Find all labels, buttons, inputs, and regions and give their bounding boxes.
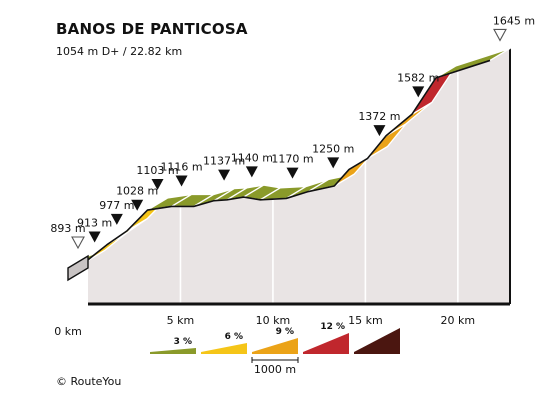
distance-tick-label: 10 km: [256, 314, 291, 327]
elevation-label: 1140 m: [231, 151, 273, 164]
elevation-label: 1103 m: [136, 164, 178, 177]
elevation-marker-icon: [245, 166, 258, 178]
distance-tick-label: 0 km: [54, 325, 82, 338]
grade-legend-swatch: [303, 333, 349, 354]
elevation-label: 1116 m: [160, 160, 202, 173]
summit-marker-icon: [493, 28, 507, 42]
elevation-marker-icon: [131, 199, 144, 211]
elevation-label: 1250 m: [312, 142, 354, 155]
grade-legend-swatch: [354, 328, 400, 354]
grade-legend: 3 % 6 % 9 % 12 % 1000 m: [150, 322, 400, 376]
profile-side-face: [88, 48, 510, 305]
profile-front-edge: [67, 59, 491, 269]
elevation-label: 1645 m: [493, 14, 535, 27]
distance-tick-label: 20 km: [441, 314, 476, 327]
grade-legend-swatch: [252, 338, 298, 354]
elevation-marker-icon: [110, 213, 123, 225]
profile-start-cap: [67, 254, 89, 282]
side-face-layer: [88, 48, 511, 306]
elevation-marker-icon: [373, 125, 386, 137]
elevation-marker-icon: [88, 231, 101, 243]
elevation-label: 1582 m: [397, 71, 439, 84]
elevation-label: 1170 m: [271, 153, 313, 166]
chart-title: BANOS DE PANTICOSA: [56, 20, 248, 38]
distance-tick-label: 5 km: [167, 314, 195, 327]
grade-legend-label: 9 %: [276, 327, 294, 337]
scale-bar-label: 1000 m: [254, 363, 296, 376]
copyright-notice: © RouteYou: [56, 375, 122, 388]
summit-marker-icon: [71, 236, 85, 250]
grade-ribbon-layer: [67, 47, 511, 282]
elevation-label: 913 m: [77, 216, 112, 229]
distance-ticks-layer: 0 km 5 km 10 km 15 km 20 km: [54, 314, 475, 338]
distance-tick-label: 15 km: [348, 314, 383, 327]
elevation-marker-icon: [327, 157, 340, 169]
elevation-marker-icon: [412, 86, 425, 98]
grade-legend-label: 6 %: [225, 332, 243, 342]
elevation-marker-icon: [218, 169, 231, 181]
elevation-label: 893 m: [50, 222, 85, 235]
elevation-label: 977 m: [99, 199, 134, 212]
elevation-marker-icon: [175, 175, 188, 187]
grade-legend-swatch: [201, 343, 247, 354]
elevation-marker-icon: [286, 167, 299, 179]
elevation-marker-icon: [151, 179, 164, 191]
elevation-label: 1137 m: [203, 155, 245, 168]
elevation-label: 1028 m: [116, 185, 158, 198]
grade-legend-label: 3 %: [174, 337, 192, 347]
chart-subtitle: 1054 m D+ / 22.82 km: [56, 45, 183, 58]
elevation-label: 1372 m: [358, 110, 400, 123]
grade-legend-swatch: [150, 348, 196, 354]
grade-legend-label: 12 %: [320, 322, 345, 332]
